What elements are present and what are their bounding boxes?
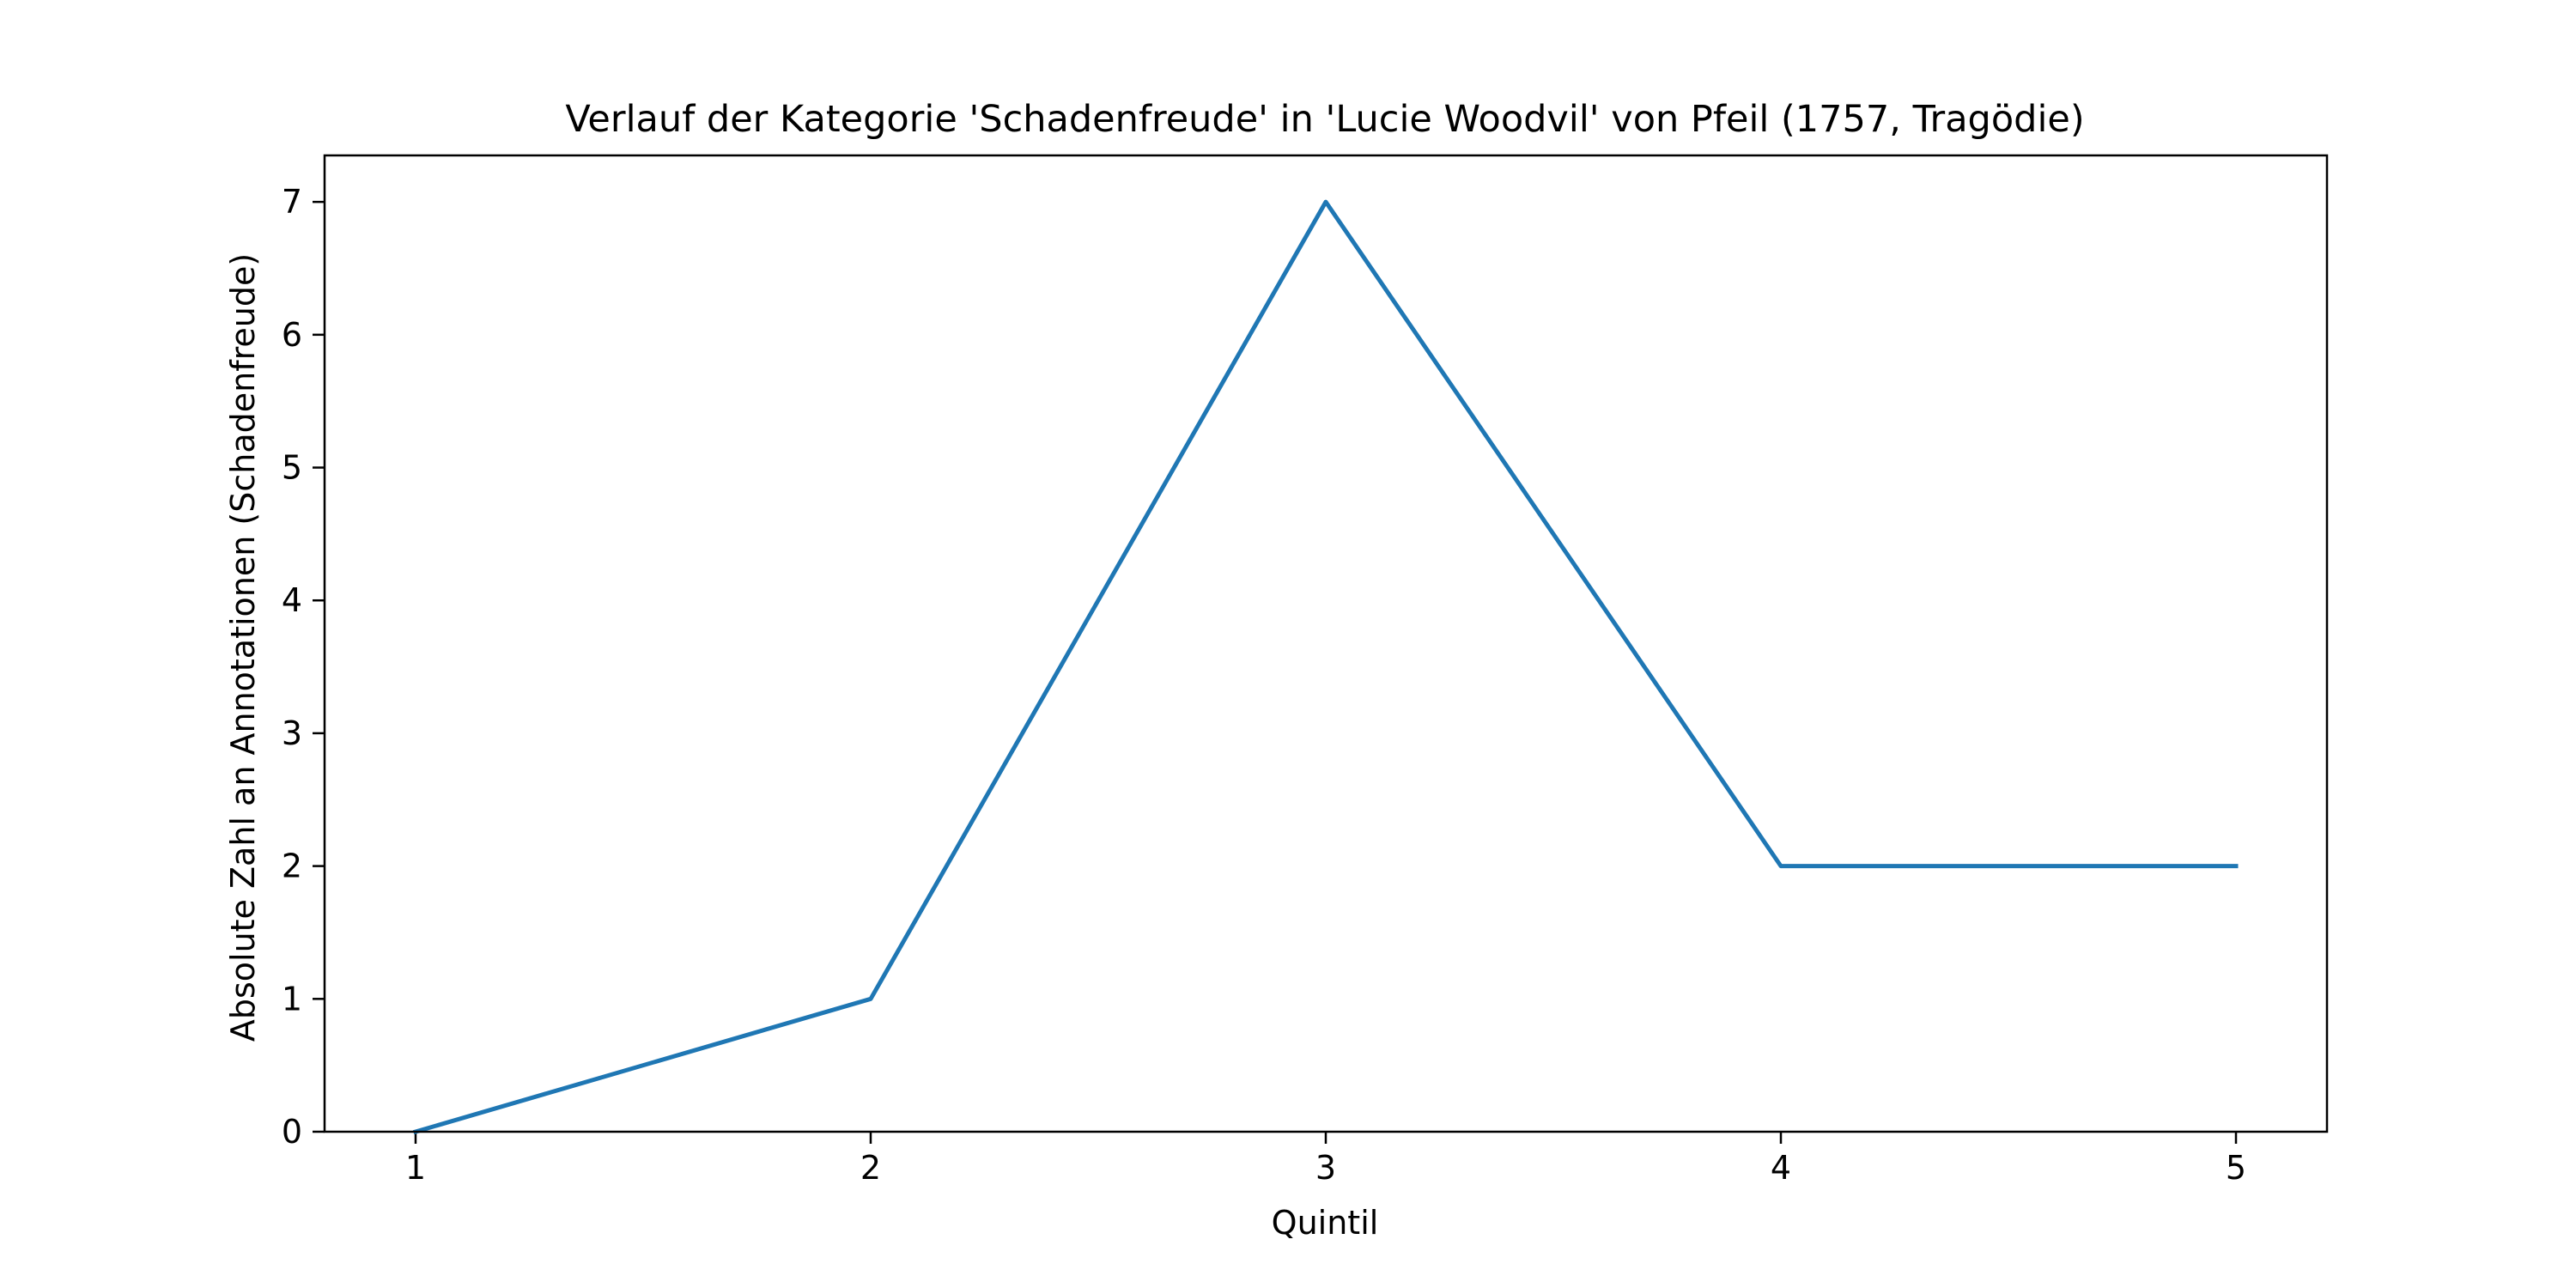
plot-frame [323, 154, 2329, 1133]
x-axis-label: Quintil [1272, 1204, 1379, 1242]
x-tick-label: 3 [1315, 1149, 1336, 1187]
x-axis-ticks: 1 2 3 4 5 [405, 1132, 2246, 1187]
y-tick-label: 7 [282, 183, 302, 221]
y-tick-label: 5 [282, 449, 302, 487]
x-tick-label: 1 [405, 1149, 426, 1187]
y-tick-label: 0 [282, 1113, 302, 1151]
y-axis-ticks: 0 1 2 3 4 5 6 7 [282, 183, 325, 1151]
y-tick-label: 1 [282, 980, 302, 1018]
chart-title: Verlauf der Kategorie 'Schadenfreude' in… [565, 98, 2084, 141]
y-tick-label: 4 [282, 581, 302, 619]
x-tick-label: 4 [1771, 1149, 1791, 1187]
y-tick-label: 6 [282, 316, 302, 354]
y-axis-label: Absolute Zahl an Annotationen (Schadenfr… [224, 253, 262, 1042]
y-tick-label: 2 [282, 848, 302, 885]
x-tick-label: 5 [2226, 1149, 2246, 1187]
x-tick-label: 2 [860, 1149, 881, 1187]
series-layer [412, 199, 2239, 1135]
y-tick-label: 3 [282, 714, 302, 752]
